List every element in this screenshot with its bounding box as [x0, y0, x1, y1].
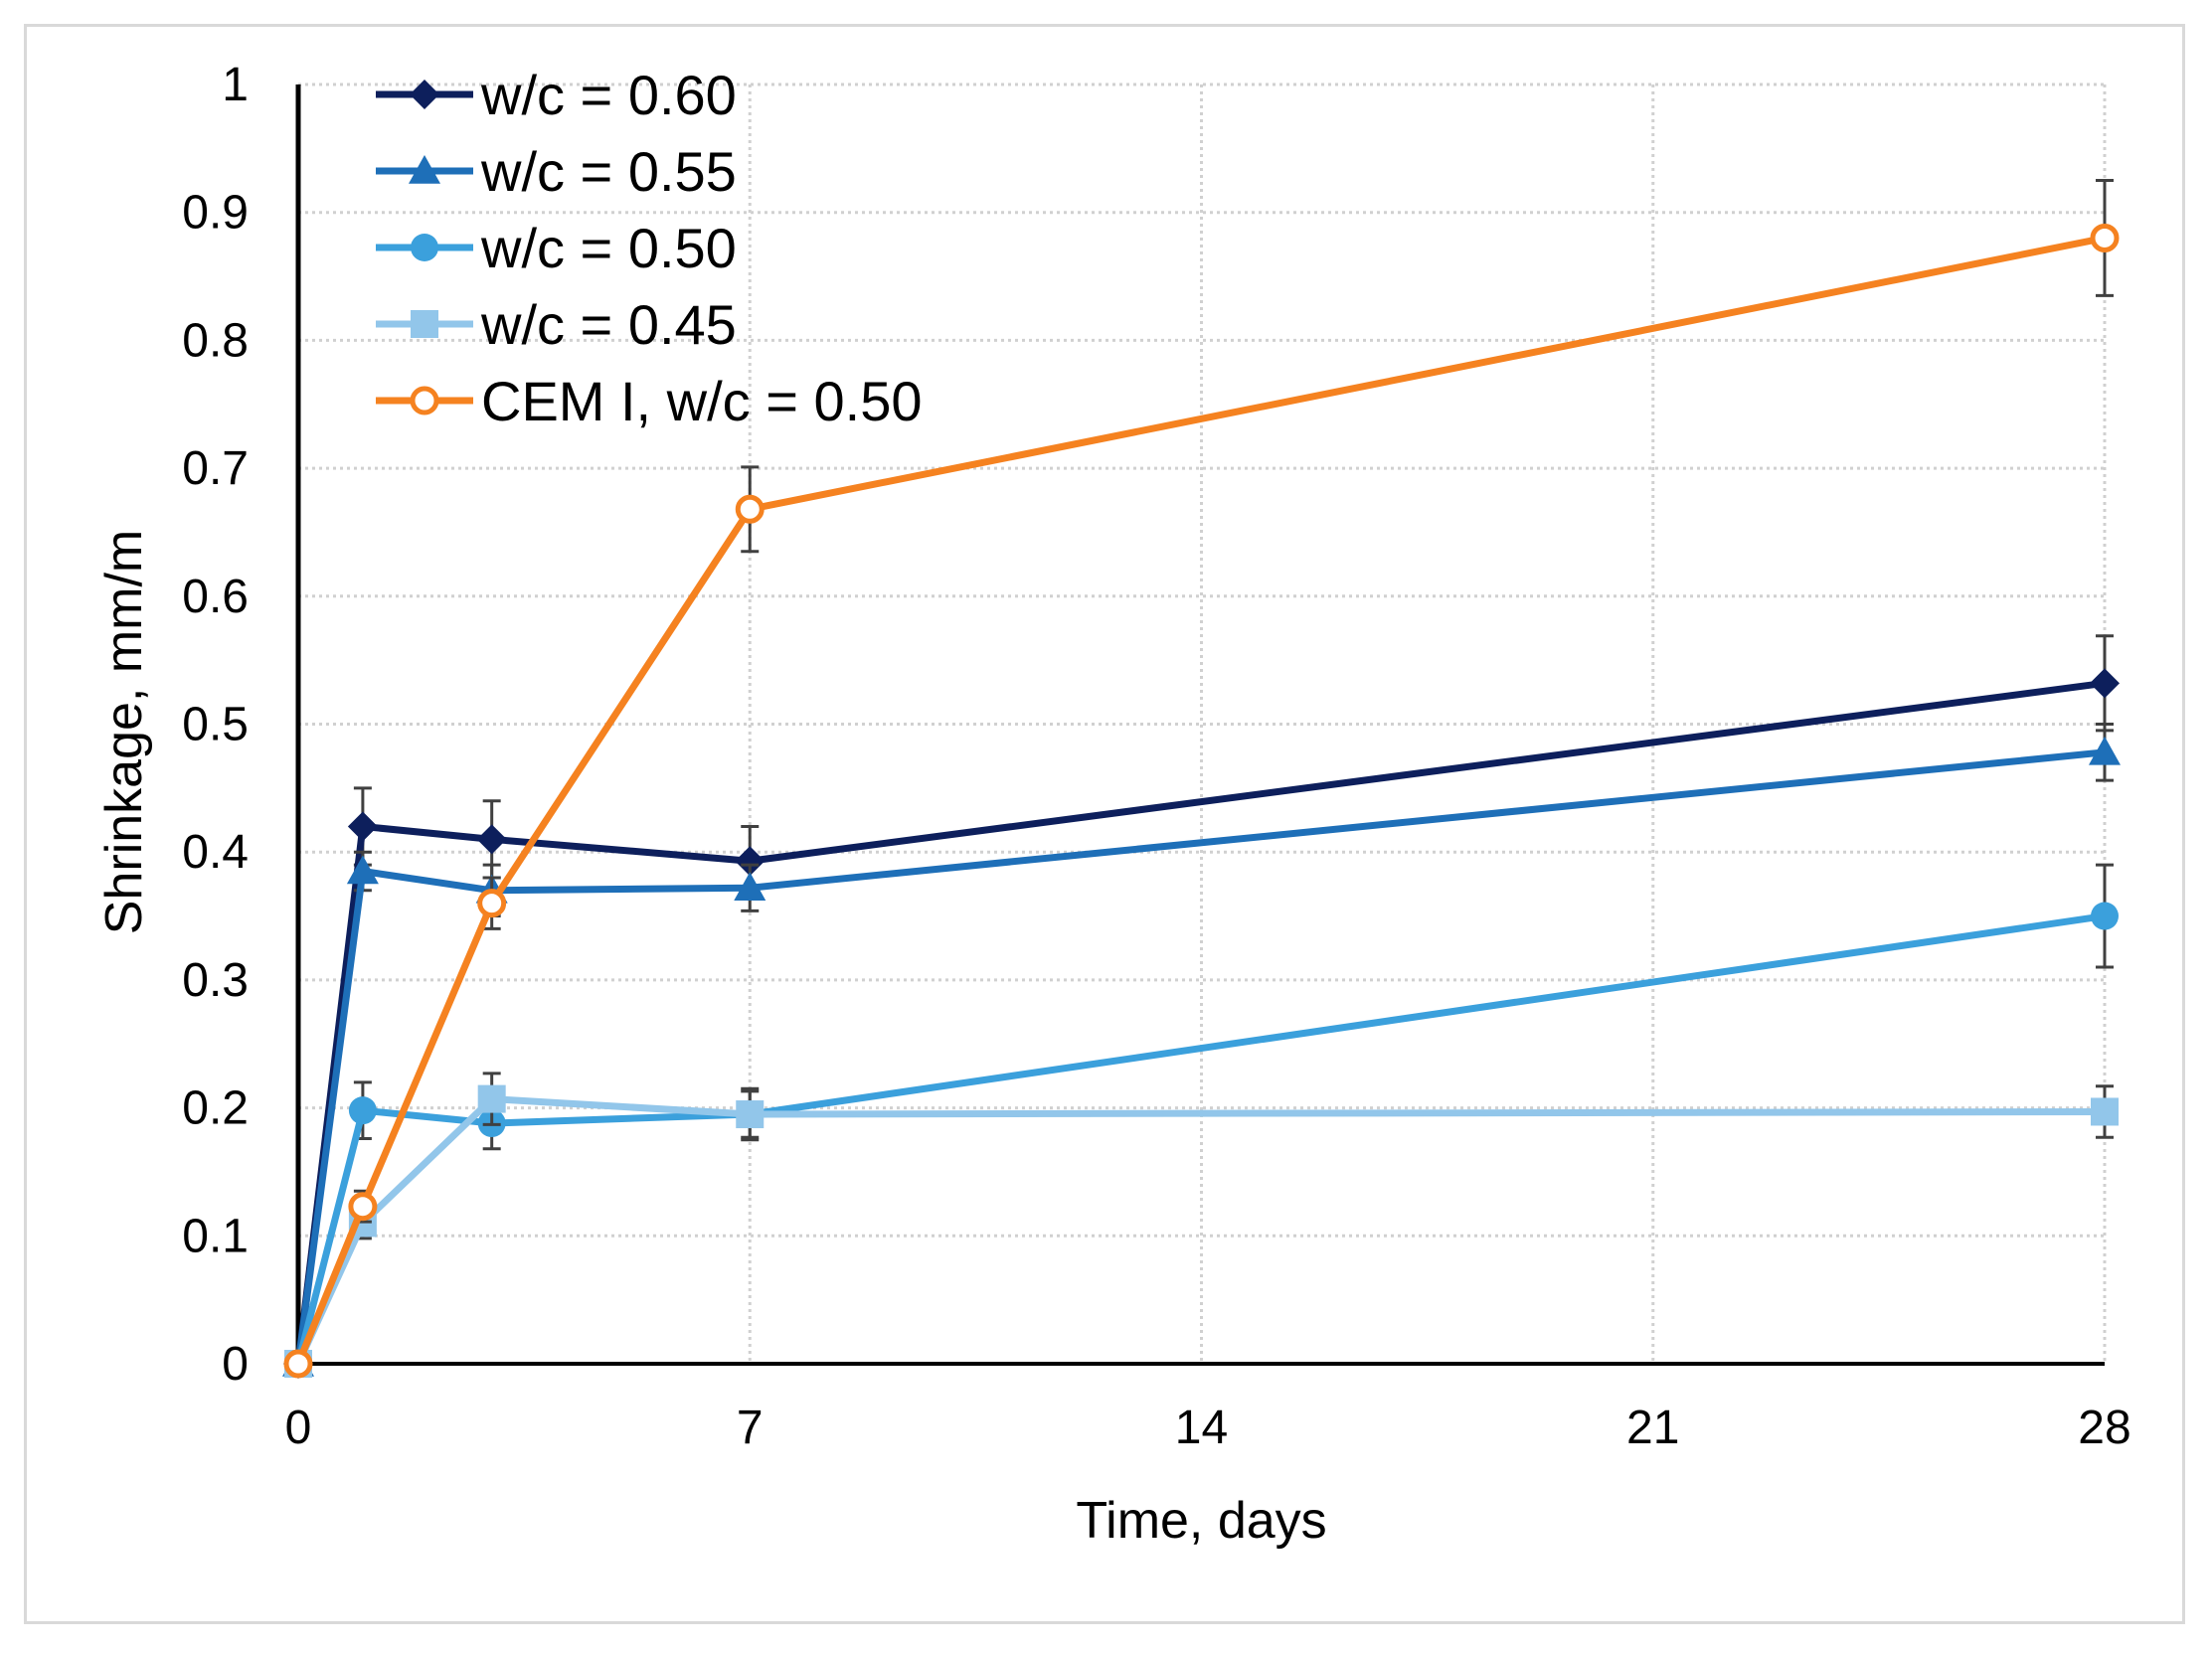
- legend-label: CEM I, w/c = 0.50: [481, 370, 923, 432]
- legend-item: w/c = 0.55: [376, 140, 737, 203]
- y-tick-label: 0.7: [182, 442, 249, 495]
- data-point: [736, 1100, 765, 1129]
- legend-swatch-marker: [409, 155, 440, 184]
- y-tick-label: 1: [222, 59, 249, 111]
- legend-item: CEM I, w/c = 0.50: [376, 370, 923, 432]
- y-tick-label: 0.4: [182, 826, 249, 879]
- legend-label: w/c = 0.55: [480, 140, 737, 203]
- x-tick-label: 14: [1175, 1402, 1228, 1454]
- x-tick-label: 7: [737, 1402, 764, 1454]
- chart-frame: [24, 24, 2185, 1624]
- legend-label: w/c = 0.45: [480, 293, 737, 356]
- data-point: [283, 1349, 313, 1379]
- data-point: [348, 1192, 378, 1222]
- data-series: [282, 179, 2121, 1379]
- y-tick-label: 0.2: [182, 1082, 249, 1135]
- y-tick-label: 0.9: [182, 187, 249, 240]
- y-tick-label: 0: [222, 1338, 249, 1391]
- legend-swatch-marker: [411, 234, 438, 261]
- axes: [295, 84, 2105, 1366]
- y-tick-label: 0.1: [182, 1210, 249, 1262]
- x-tick-label: 0: [285, 1402, 312, 1454]
- data-point: [2090, 668, 2120, 699]
- legend-label: w/c = 0.60: [480, 64, 737, 126]
- legend-item: w/c = 0.45: [376, 293, 737, 356]
- legend-label: w/c = 0.50: [480, 217, 737, 279]
- data-point: [2089, 736, 2121, 765]
- data-point: [477, 889, 507, 918]
- data-point: [348, 1096, 377, 1125]
- y-tick-label: 0.6: [182, 571, 249, 623]
- data-point: [2091, 1097, 2119, 1126]
- data-point: [2090, 223, 2120, 252]
- y-tick-label: 0.8: [182, 314, 249, 367]
- data-point: [735, 846, 766, 877]
- data-point: [2091, 902, 2119, 930]
- legend-swatch-marker: [410, 386, 439, 415]
- data-point: [735, 494, 765, 524]
- legend-swatch-marker: [411, 310, 438, 338]
- y-axis-title: Shrinkage, mm/m: [95, 530, 153, 934]
- x-tick-label: 21: [1626, 1402, 1679, 1454]
- data-point: [346, 855, 379, 885]
- legend-item: w/c = 0.60: [376, 64, 737, 126]
- data-point: [476, 824, 507, 855]
- x-axis-title: Time, days: [1076, 1492, 1326, 1550]
- series-group: [283, 179, 2120, 1379]
- data-point: [734, 872, 766, 902]
- data-point: [477, 1084, 506, 1113]
- x-tick-label: 28: [2078, 1402, 2130, 1454]
- y-tick-label: 0.3: [182, 954, 249, 1007]
- tick-labels: 0 0.1 0.2 0.3 0.4 0.5 0.6 0.7 0.8 0.9 1 0 7 14 21 28: [182, 59, 2130, 1454]
- legend: w/c = 0.60 w/c = 0.55 w/c = 0.50 w/c = 0.45…: [376, 64, 923, 432]
- data-point: [347, 811, 378, 842]
- legend-swatch-marker: [410, 80, 439, 109]
- legend-item: w/c = 0.50: [376, 217, 737, 279]
- y-tick-label: 0.5: [182, 699, 249, 751]
